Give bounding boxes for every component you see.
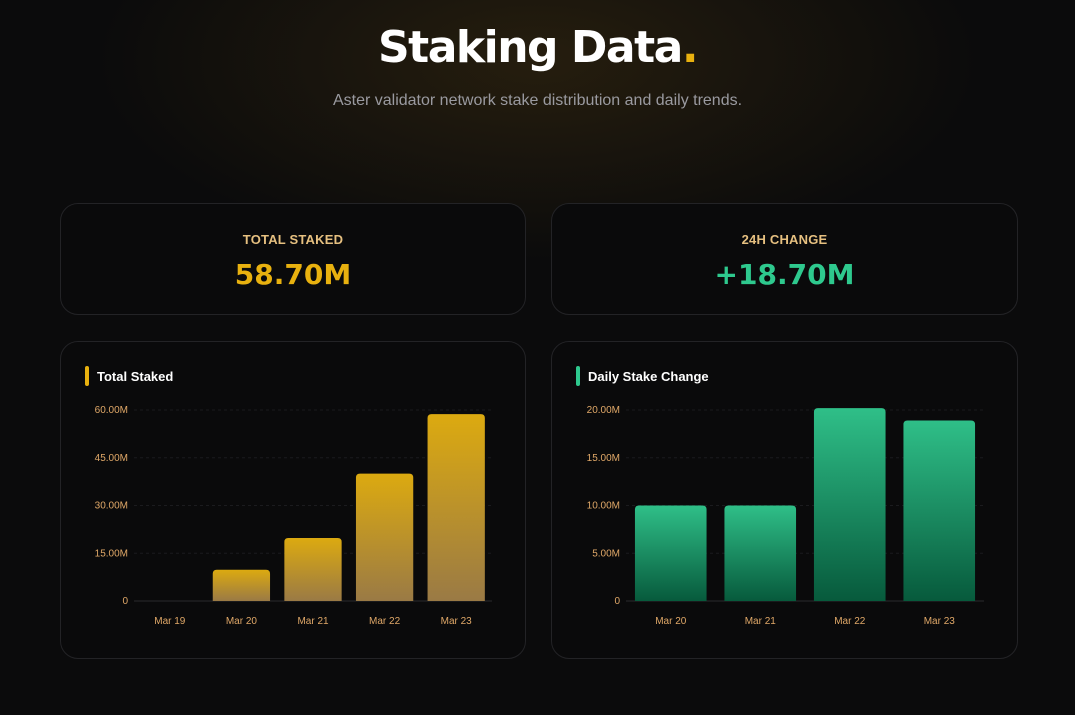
- x-tick-label: Mar 23: [924, 616, 956, 627]
- bar-mar-20: [634, 505, 707, 601]
- change-24h-value: +18.70M: [714, 258, 855, 291]
- y-tick-label: 10.00M: [587, 501, 620, 512]
- total-staked-chart-accent: [85, 366, 89, 386]
- daily-stake-change-chart-accent: [576, 366, 580, 386]
- total-staked-bar-chart: 0 15.00M 30.00M 45.00M 60.00M Mar 19 Mar 20 Mar…: [95, 405, 492, 627]
- y-tick-label: 15.00M: [95, 548, 128, 559]
- x-tick-label: Mar 22: [369, 616, 401, 627]
- x-tick-label: Mar 23: [441, 616, 473, 627]
- bar-mar-21: [284, 537, 342, 601]
- y-tick-label: 20.00M: [587, 405, 620, 416]
- daily-stake-change-chart-title: Daily Stake Change: [588, 368, 709, 384]
- total-staked-chart-card: Total Staked 0 15.00M 30.00M 45.00M 60.00M Ma…: [60, 341, 526, 659]
- y-tick-label: 15.00M: [587, 453, 620, 464]
- x-tick-label: Mar 22: [834, 616, 866, 627]
- x-tick-label: Mar 20: [226, 616, 258, 627]
- total-staked-label: TOTAL STAKED: [242, 232, 344, 247]
- bar-mar-22: [813, 408, 886, 601]
- x-tick-label: Mar 21: [745, 616, 777, 627]
- daily-stake-change-chart-card: Daily Stake Change 0 5.00M 10.00M 15.00M 20.…: [551, 341, 1018, 659]
- bar-mar-21: [724, 505, 797, 601]
- daily-stake-change-bar-chart: 0 5.00M 10.00M 15.00M 20.00M Mar 20 Mar 21 Mar …: [587, 405, 984, 627]
- page-subtitle: Aster validator network stake distributi…: [332, 92, 743, 109]
- total-staked-chart-header: Total Staked: [85, 366, 173, 386]
- change-24h-card: 24H CHANGE +18.70M: [551, 203, 1018, 315]
- bar-mar-22: [355, 473, 414, 601]
- y-tick-label: 30.00M: [95, 501, 128, 512]
- change-24h-label: 24H CHANGE: [741, 232, 828, 247]
- page-title-text: Staking Data: [377, 22, 683, 73]
- page-title: Staking Data.: [0, 22, 1075, 73]
- bar-mar-23: [427, 414, 485, 601]
- y-tick-label: 0: [122, 596, 128, 607]
- x-tick-label: Mar 19: [154, 616, 186, 627]
- total-staked-card: TOTAL STAKED 58.70M: [60, 203, 526, 315]
- page-title-dot: .: [681, 22, 699, 73]
- bar-mar-20: [212, 569, 271, 601]
- x-tick-label: Mar 20: [655, 616, 687, 627]
- y-tick-label: 5.00M: [592, 548, 620, 559]
- x-tick-label: Mar 21: [297, 616, 329, 627]
- y-tick-label: 45.00M: [95, 453, 128, 464]
- total-staked-value: 58.70M: [234, 258, 352, 291]
- y-tick-label: 60.00M: [95, 405, 128, 416]
- y-tick-label: 0: [614, 596, 620, 607]
- total-staked-chart-title: Total Staked: [97, 368, 174, 384]
- bar-mar-23: [903, 420, 976, 601]
- daily-stake-change-chart-header: Daily Stake Change: [576, 366, 709, 386]
